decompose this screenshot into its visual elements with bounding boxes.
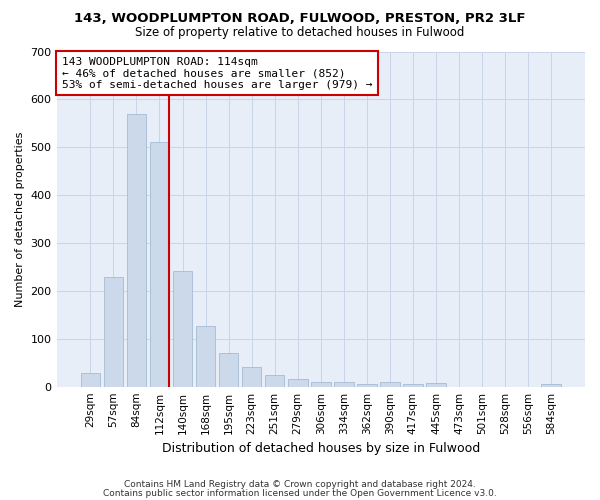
Text: Contains public sector information licensed under the Open Government Licence v3: Contains public sector information licen… — [103, 488, 497, 498]
Bar — [104, 276, 123, 386]
Bar — [149, 142, 169, 386]
Bar — [80, 374, 100, 386]
Bar — [242, 366, 262, 386]
Y-axis label: Number of detached properties: Number of detached properties — [15, 132, 25, 307]
Bar — [288, 380, 308, 386]
Bar — [357, 384, 377, 386]
Bar — [426, 384, 446, 386]
Bar — [265, 374, 284, 386]
Bar — [541, 384, 561, 386]
Bar — [196, 326, 215, 386]
Text: Contains HM Land Registry data © Crown copyright and database right 2024.: Contains HM Land Registry data © Crown c… — [124, 480, 476, 489]
Bar — [173, 271, 193, 386]
X-axis label: Distribution of detached houses by size in Fulwood: Distribution of detached houses by size … — [161, 442, 480, 455]
Bar — [219, 353, 238, 386]
Bar — [127, 114, 146, 386]
Text: 143, WOODPLUMPTON ROAD, FULWOOD, PRESTON, PR2 3LF: 143, WOODPLUMPTON ROAD, FULWOOD, PRESTON… — [74, 12, 526, 26]
Bar — [380, 382, 400, 386]
Text: 143 WOODPLUMPTON ROAD: 114sqm
← 46% of detached houses are smaller (852)
53% of : 143 WOODPLUMPTON ROAD: 114sqm ← 46% of d… — [62, 56, 373, 90]
Bar — [334, 382, 353, 386]
Bar — [403, 384, 423, 386]
Bar — [311, 382, 331, 386]
Text: Size of property relative to detached houses in Fulwood: Size of property relative to detached ho… — [136, 26, 464, 39]
